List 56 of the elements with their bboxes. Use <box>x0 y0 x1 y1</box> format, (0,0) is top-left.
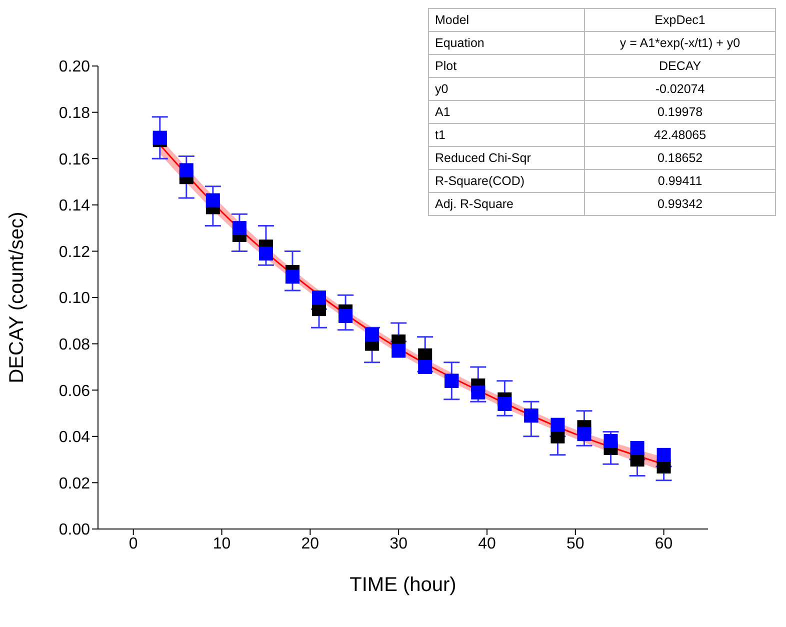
point <box>232 221 246 236</box>
y-tick-label: 0.02 <box>58 475 90 492</box>
annotation: R-Square(COD) <box>428 170 585 192</box>
y-tick-label: 0.10 <box>58 290 90 308</box>
x-tick-label: 50 <box>566 535 584 552</box>
point <box>258 246 273 261</box>
y-tick-label: 0.16 <box>58 151 90 168</box>
annotation: Adj. R-Square <box>428 192 585 216</box>
y-tick-label: 0.06 <box>58 382 90 400</box>
point <box>206 193 220 208</box>
x-tick-label: 10 <box>212 535 231 552</box>
text: y = A1*exp(-x/t1) + y0 <box>620 36 740 50</box>
annotation: DECAY <box>584 54 776 78</box>
x-tick-label: 40 <box>478 535 496 552</box>
y-tick-label: 0.12 <box>58 244 90 261</box>
point <box>365 328 380 342</box>
x-tick-label: 0 <box>128 535 138 552</box>
annotation: Plot <box>428 54 585 78</box>
text: Equation <box>435 36 484 50</box>
annotation: y0 <box>428 78 585 100</box>
point <box>550 418 565 432</box>
point <box>630 440 644 455</box>
x-tick-label: 60 <box>654 535 673 552</box>
annotation: 0.99342 <box>584 192 776 216</box>
point <box>179 163 194 178</box>
annotation: Reduced Chi-Sqr <box>428 146 585 170</box>
y-tick-label: 0.20 <box>58 58 90 76</box>
x-tick-label: 20 <box>301 535 320 552</box>
annotation: 0.99411 <box>584 170 776 192</box>
point <box>498 396 512 411</box>
text: Model <box>435 13 470 27</box>
x-axis-title: TIME (hour) <box>350 574 456 596</box>
annotation: 0.18652 <box>584 146 776 170</box>
annotation: -0.02074 <box>584 78 776 100</box>
annotation: 0.19978 <box>584 100 776 124</box>
point <box>471 385 486 400</box>
point <box>604 434 618 448</box>
annotation: 42.48065 <box>584 124 776 146</box>
point <box>656 448 671 462</box>
point <box>312 290 326 304</box>
point <box>392 344 406 358</box>
point <box>338 309 353 324</box>
point <box>152 130 167 145</box>
y-tick-label: 0.18 <box>58 104 90 122</box>
point <box>285 270 300 284</box>
y-tick-label: 0.08 <box>58 336 90 354</box>
text: ExpDec1 <box>654 13 706 27</box>
y-tick-label: 0.04 <box>58 429 90 446</box>
y-tick-label: 0.00 <box>58 522 90 539</box>
y-axis-title: DECAY (count/sec) <box>6 212 28 384</box>
x-tick-label: 30 <box>390 535 408 552</box>
point <box>418 360 432 374</box>
y-tick-label: 0.14 <box>58 198 90 215</box>
annotation: t1 <box>428 124 585 146</box>
point <box>577 427 592 442</box>
annotation: A1 <box>428 100 585 124</box>
